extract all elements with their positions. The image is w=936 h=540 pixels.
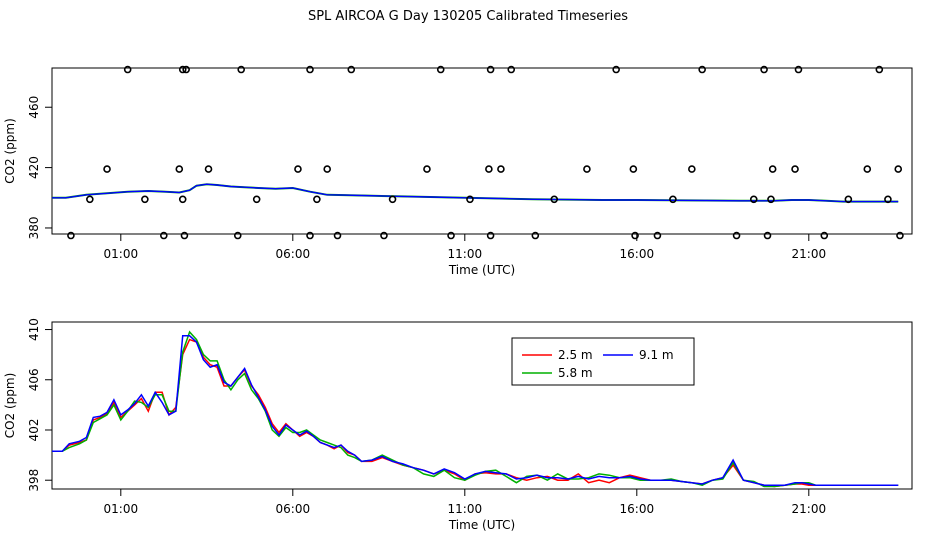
series-line-blue	[52, 183, 899, 203]
data-point	[732, 231, 741, 240]
panel-1: 01:00 06:00 11:00 16:00 21:00 Time (UTC) 380 42…	[3, 65, 913, 277]
y-tick-label: 380	[27, 217, 41, 240]
data-point	[447, 231, 455, 240]
y-tick-label: 406	[27, 368, 41, 391]
series-line-1	[52, 338, 899, 488]
data-point	[844, 195, 853, 204]
data-point	[497, 165, 505, 173]
plot-frame	[51, 321, 913, 490]
data-point	[306, 65, 314, 74]
y-tick-label: 420	[27, 156, 41, 179]
data-point	[486, 231, 495, 240]
x-tick-label: 11:00	[448, 502, 483, 516]
x-tick-label: 01:00	[104, 247, 139, 261]
x-tick-label: 06:00	[276, 502, 311, 516]
data-point	[698, 65, 706, 74]
data-point	[612, 65, 620, 74]
x-axis-label: Time (UTC)	[448, 518, 515, 532]
data-point	[749, 195, 758, 204]
x-tick-label: 11:00	[448, 247, 483, 261]
panel-2: 01:00 06:00 11:00 16:00 21:00 Time (UTC) 398 40…	[3, 318, 913, 532]
plot-frame	[51, 67, 913, 235]
data-point	[531, 231, 540, 240]
data-point	[507, 65, 516, 74]
data-point	[550, 195, 559, 204]
data-point	[333, 231, 342, 240]
data-point	[323, 165, 332, 173]
data-point	[768, 165, 777, 173]
data-point	[763, 231, 772, 240]
y-tick-label: 460	[27, 96, 41, 119]
data-point	[388, 195, 397, 204]
legend-label: 2.5 m	[558, 348, 593, 362]
data-point	[141, 195, 149, 204]
data-point	[767, 195, 775, 204]
data-point	[178, 195, 187, 204]
data-point	[791, 165, 799, 173]
x-tick-label: 21:00	[792, 502, 827, 516]
data-point	[178, 65, 187, 74]
data-point	[884, 195, 892, 204]
data-point	[485, 165, 493, 173]
data-point	[175, 165, 184, 173]
data-point	[86, 195, 94, 204]
data-point	[204, 165, 213, 173]
data-point	[820, 231, 829, 240]
data-point	[347, 65, 356, 74]
data-point	[182, 65, 190, 74]
series-line-2	[52, 330, 899, 488]
chart-title: SPL AIRCOA G Day 130205 Calibrated Times…	[307, 9, 629, 24]
data-point	[669, 195, 677, 204]
data-point	[896, 231, 904, 240]
data-point	[875, 65, 884, 74]
x-tick-label: 21:00	[792, 247, 827, 261]
data-point	[160, 231, 168, 240]
x-tick-label: 06:00	[276, 247, 311, 261]
y-tick-label: 398	[27, 469, 41, 492]
legend-label: 5.8 m	[558, 366, 593, 380]
x-axis-label: Time (UTC)	[448, 263, 515, 277]
data-point	[631, 231, 639, 240]
data-point	[294, 165, 302, 173]
series-line-3	[52, 335, 899, 486]
data-point	[306, 231, 314, 240]
y-axis-label: CO2 (ppm)	[3, 118, 17, 184]
data-point	[653, 231, 662, 240]
data-point	[252, 195, 261, 204]
x-tick-label: 16:00	[620, 502, 655, 516]
data-point	[688, 165, 696, 173]
y-tick-label: 402	[27, 419, 41, 442]
data-point	[486, 65, 495, 74]
data-point	[237, 65, 245, 74]
data-point	[794, 65, 803, 74]
y-axis-label: CO2 (ppm)	[3, 373, 17, 439]
data-point	[466, 195, 474, 204]
data-point	[863, 165, 872, 173]
data-point	[103, 165, 111, 173]
legend-box	[511, 337, 695, 386]
data-point	[123, 65, 132, 74]
x-tick-label: 01:00	[104, 502, 139, 516]
data-point	[313, 195, 321, 204]
data-point	[436, 65, 445, 74]
data-point	[894, 165, 903, 173]
data-point	[67, 231, 75, 240]
data-point	[180, 231, 189, 240]
data-point	[760, 65, 768, 74]
legend-label: 9.1 m	[639, 348, 674, 362]
data-point	[423, 165, 431, 173]
data-point	[233, 231, 242, 240]
data-point	[629, 165, 638, 173]
x-tick-label: 16:00	[620, 247, 655, 261]
data-point	[583, 165, 591, 173]
data-point	[380, 231, 388, 240]
legend: 2.5 m 5.8 m 9.1 m	[511, 337, 695, 386]
y-tick-label: 410	[27, 318, 41, 341]
